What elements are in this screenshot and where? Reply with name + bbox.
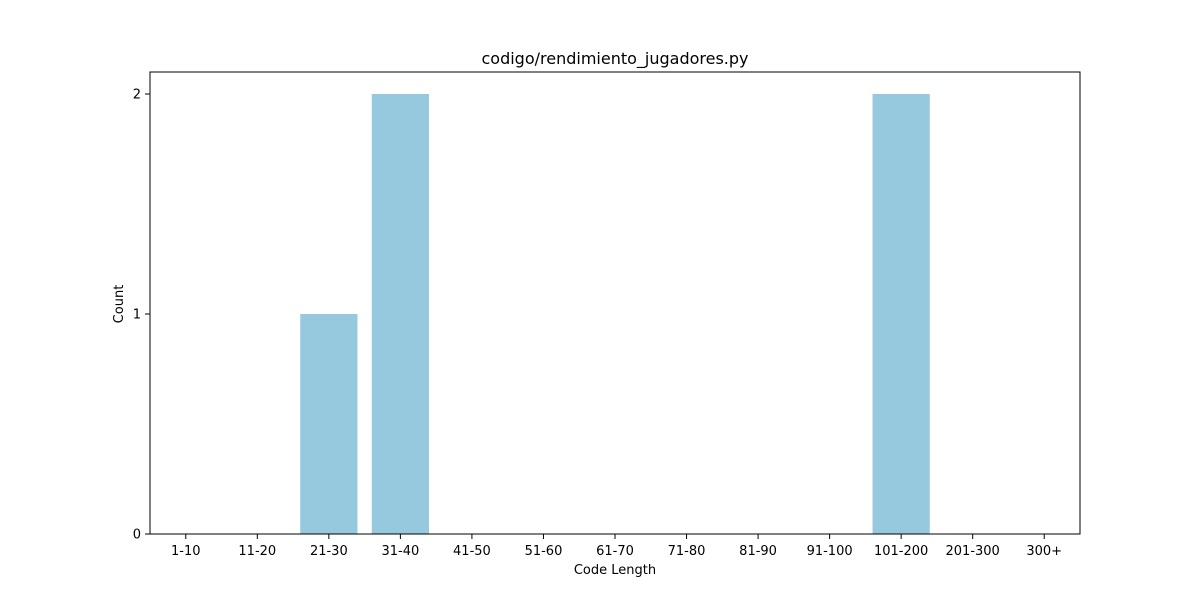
bars-group — [300, 94, 930, 534]
x-axis-label: Code Length — [574, 563, 656, 578]
y-tick-label: 1 — [133, 308, 141, 323]
x-tick-label: 201-300 — [946, 544, 1000, 559]
x-tick-label: 51-60 — [525, 544, 563, 559]
bar-101-200 — [872, 94, 930, 534]
y-tick-label: 0 — [133, 528, 141, 543]
x-tick-label: 71-80 — [668, 544, 706, 559]
y-axis-ticks: 0 1 2 — [133, 88, 150, 543]
x-tick-label: 300+ — [1026, 544, 1062, 559]
y-tick-label: 2 — [133, 88, 141, 103]
x-tick-label: 41-50 — [453, 544, 491, 559]
chart-title: codigo/rendimiento_jugadores.py — [481, 49, 748, 69]
x-tick-label: 1-10 — [171, 544, 201, 559]
x-tick-label: 31-40 — [381, 544, 419, 559]
x-tick-label: 11-20 — [238, 544, 276, 559]
x-tick-label: 61-70 — [596, 544, 634, 559]
x-axis-ticks: 1-10 11-20 21-30 31-40 41-50 51-60 61-70 71-80 8… — [171, 534, 1062, 559]
x-tick-label: 21-30 — [310, 544, 348, 559]
y-axis-label: Count — [112, 285, 127, 324]
bar-31-40 — [371, 94, 429, 534]
bar-21-30 — [300, 314, 358, 534]
x-tick-label: 91-100 — [807, 544, 853, 559]
x-tick-label: 81-90 — [739, 544, 777, 559]
x-tick-label: 101-200 — [874, 544, 928, 559]
